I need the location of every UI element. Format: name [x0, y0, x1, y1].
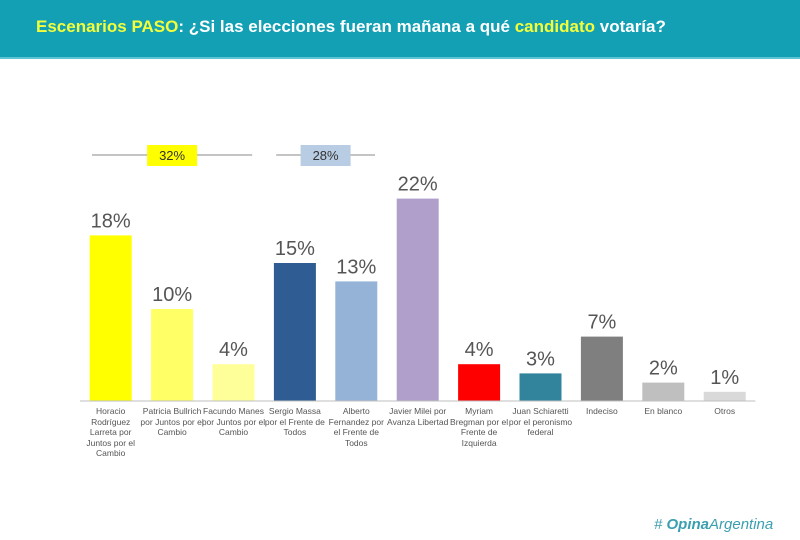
bar	[580, 336, 623, 401]
bar	[335, 281, 378, 401]
group-total-label: 32%	[159, 148, 185, 163]
group-total-box	[147, 145, 198, 166]
category-label: Facundo Manes por Juntos por el Cambio	[201, 406, 266, 437]
value-label: 15%	[275, 238, 315, 260]
category-label: Alberto Fernandez por el Frente de Todos	[328, 406, 384, 448]
value-label: 4%	[465, 339, 494, 361]
page-title: Escenarios PASO: ¿Si las elecciones fuer…	[36, 17, 666, 37]
value-label: 7%	[587, 312, 616, 334]
title-highlight: Escenarios PASO	[36, 17, 179, 36]
value-label: 18%	[91, 210, 131, 232]
bar	[519, 373, 562, 401]
group-total-box	[300, 145, 351, 166]
category-label: Otros	[714, 406, 736, 416]
logo-text: Argentina	[709, 516, 774, 533]
category-label: Sergio Massa por el Frente de Todos	[264, 406, 325, 437]
title-text: : ¿Si las elecciones fueran mañana a qué	[178, 17, 515, 36]
category-label: Juan Schiaretti por el peronismo federal	[508, 406, 573, 437]
value-label: 4%	[219, 339, 248, 361]
value-label: 2%	[649, 358, 678, 380]
bar	[151, 309, 194, 401]
category-label: En blanco	[644, 406, 683, 416]
bar	[89, 235, 132, 401]
value-label: 1%	[710, 367, 739, 389]
logo-text: Opina	[666, 516, 710, 533]
category-label: Myriam Bregman por el Frente de Izquierd…	[450, 406, 509, 448]
title-text: votaría?	[595, 17, 666, 36]
title-highlight: candidato	[514, 17, 596, 36]
bar	[212, 364, 255, 401]
bar	[458, 364, 501, 401]
value-label: 10%	[152, 284, 192, 306]
bar	[273, 263, 316, 401]
category-label: Indeciso	[586, 406, 618, 416]
category-label: Horacio Rodríguez Larreta por Juntos por…	[86, 406, 136, 458]
opina-argentina-logo: # OpinaArgentina	[654, 516, 774, 533]
header-banner: Escenarios PASO: ¿Si las elecciones fuer…	[0, 0, 800, 59]
value-label: 22%	[398, 174, 438, 196]
bar	[396, 198, 439, 401]
value-label: 13%	[336, 256, 376, 278]
group-total-label: 28%	[313, 148, 339, 163]
category-label: Javier Milei por Avanza Libertad	[387, 406, 449, 427]
bar	[703, 391, 746, 401]
value-label: 3%	[526, 348, 555, 370]
category-label: Patricia Bullrich por Juntos por el Camb…	[140, 406, 204, 437]
bar	[642, 382, 685, 401]
